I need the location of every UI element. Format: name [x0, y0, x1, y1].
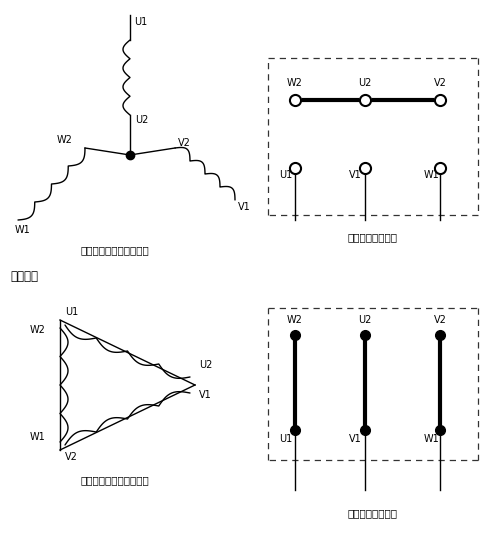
Text: W2: W2 — [57, 135, 73, 145]
Text: W2: W2 — [287, 315, 303, 325]
Text: 三相绕组电气通路示意图: 三相绕组电气通路示意图 — [81, 245, 150, 255]
Text: 接线盒接线示意图: 接线盒接线示意图 — [348, 232, 398, 242]
Text: U1: U1 — [134, 17, 147, 27]
Text: W2: W2 — [30, 325, 46, 335]
Text: W1: W1 — [424, 434, 440, 444]
Text: V1: V1 — [349, 170, 362, 180]
Text: U2: U2 — [199, 360, 213, 370]
Text: U1: U1 — [279, 434, 292, 444]
Text: U2: U2 — [135, 115, 149, 125]
Text: W1: W1 — [424, 170, 440, 180]
Text: V1: V1 — [349, 434, 362, 444]
Text: V1: V1 — [199, 390, 212, 400]
Text: 星型接法: 星型接法 — [10, 270, 38, 283]
Text: U1: U1 — [65, 307, 78, 317]
Text: U2: U2 — [358, 78, 371, 88]
Text: W1: W1 — [30, 432, 46, 442]
Text: U2: U2 — [358, 315, 371, 325]
Text: W1: W1 — [15, 225, 31, 235]
Text: 接线盒接线示意图: 接线盒接线示意图 — [348, 508, 398, 518]
Text: 三相绕组电气通路示意图: 三相绕组电气通路示意图 — [81, 475, 150, 485]
Text: U1: U1 — [279, 170, 292, 180]
Text: V2: V2 — [65, 452, 78, 462]
Text: V2: V2 — [433, 315, 446, 325]
Text: V2: V2 — [433, 78, 446, 88]
Text: V2: V2 — [178, 138, 191, 148]
Text: W2: W2 — [287, 78, 303, 88]
Text: V1: V1 — [238, 202, 251, 212]
